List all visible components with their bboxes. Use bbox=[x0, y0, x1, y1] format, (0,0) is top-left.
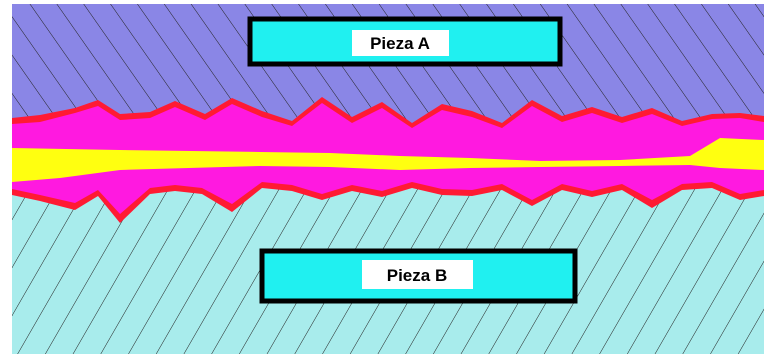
piece-b-label-plate bbox=[362, 260, 473, 289]
piece-b-label: Pieza B bbox=[387, 266, 447, 285]
piece-b-label-box: Pieza B bbox=[259, 248, 578, 304]
piece-a-label-plate bbox=[352, 30, 449, 56]
piece-a-label-box: Pieza A bbox=[247, 16, 563, 67]
piece-a-label: Pieza A bbox=[370, 34, 430, 53]
lubricant-film bbox=[12, 138, 764, 182]
